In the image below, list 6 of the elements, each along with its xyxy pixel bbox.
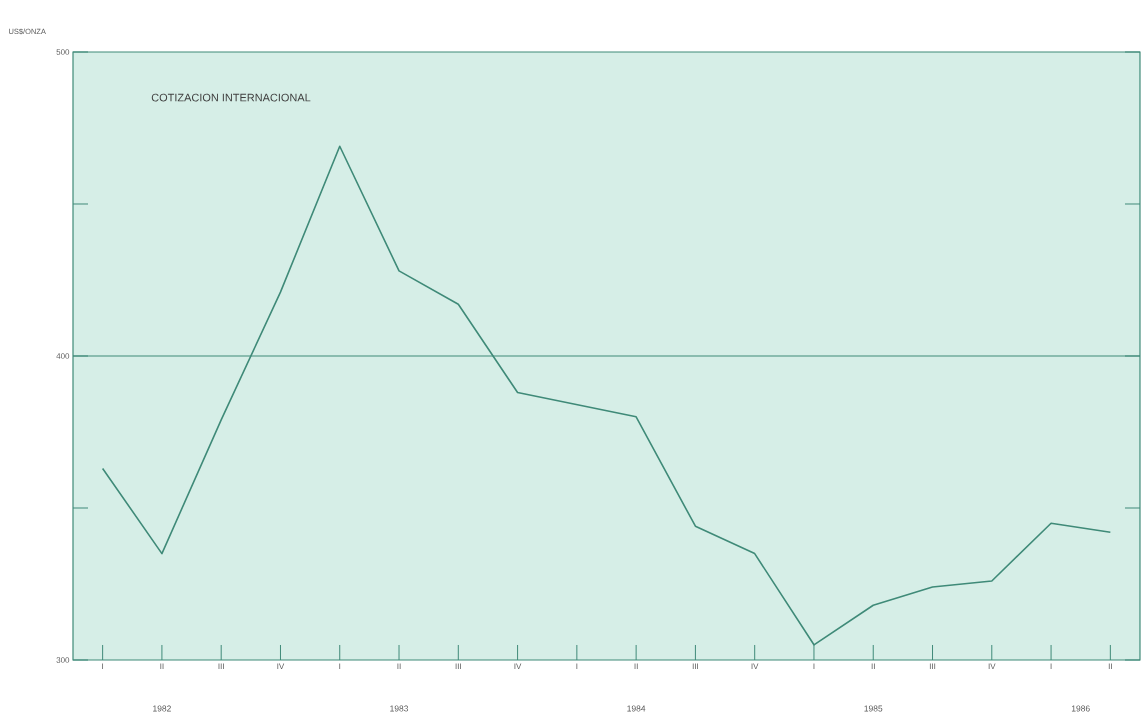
text: 1982 [153,705,171,712]
text: COTIZACION INTERNACIONAL [151,93,311,102]
text: 1983 [390,705,409,712]
text: 1986 [1071,705,1090,712]
text: 1985 [864,705,883,712]
text: 1984 [627,705,646,712]
